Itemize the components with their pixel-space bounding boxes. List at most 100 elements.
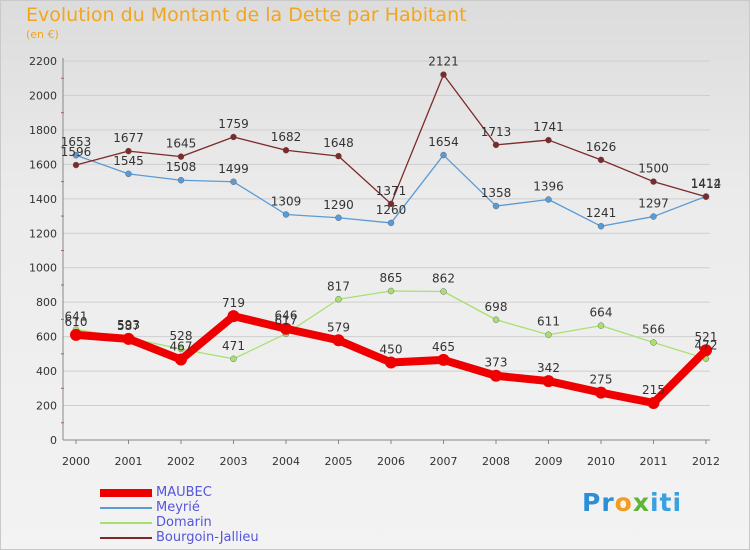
data-label: 521 — [695, 330, 718, 344]
data-label: 698 — [485, 300, 508, 314]
chart-subtitle: (en €) — [26, 28, 59, 41]
x-tick-label: 2000 — [62, 455, 90, 468]
legend-label: Domarin — [156, 515, 212, 530]
data-label: 1414 — [691, 176, 722, 190]
data-label: 1682 — [271, 130, 302, 144]
data-point — [647, 396, 660, 409]
data-label: 1508 — [166, 160, 197, 174]
data-point — [385, 356, 397, 369]
data-point — [650, 339, 657, 346]
data-label: 1759 — [218, 117, 249, 131]
x-tick-label: 2007 — [430, 455, 458, 468]
data-point — [595, 386, 607, 399]
x-tick-label: 2006 — [377, 455, 405, 468]
data-point — [335, 296, 342, 303]
data-label: 719 — [222, 296, 245, 310]
logo-part-1: Pr — [582, 488, 615, 517]
data-label: 275 — [590, 373, 613, 387]
data-label: 1358 — [481, 186, 512, 200]
data-point — [72, 152, 80, 159]
data-label: 1371 — [376, 184, 407, 198]
data-label: 865 — [380, 271, 403, 285]
data-label: 215 — [642, 383, 665, 397]
data-point — [177, 177, 185, 184]
data-point — [597, 223, 605, 230]
legend-item: Domarin — [100, 515, 360, 531]
y-tick-label: 1200 — [29, 227, 57, 240]
data-label: 465 — [432, 340, 455, 354]
data-point — [387, 200, 395, 208]
logo-part-3: x — [632, 488, 650, 517]
data-point — [387, 219, 395, 227]
data-point — [492, 202, 500, 210]
legend: MAUBEC Meyrié Domarin Bourgoin-Jallieu — [100, 485, 360, 546]
data-label: 472 — [695, 339, 718, 353]
legend-swatch — [100, 522, 152, 524]
data-label: 1626 — [586, 140, 617, 154]
data-label: 2121 — [428, 55, 459, 69]
data-point — [125, 147, 132, 155]
data-label: 471 — [222, 339, 245, 353]
y-tick-label: 0 — [50, 434, 57, 447]
data-point — [702, 193, 710, 200]
y-tick-label: 1800 — [29, 124, 57, 137]
data-point — [177, 153, 185, 160]
data-label: 617 — [275, 314, 298, 328]
y-tick-label: 2000 — [29, 89, 57, 102]
data-label: 342 — [537, 361, 560, 375]
data-point — [335, 214, 342, 221]
data-label: 1648 — [323, 136, 354, 150]
data-label: 611 — [537, 315, 560, 329]
data-point — [175, 353, 187, 366]
data-label: 1412 — [691, 177, 722, 191]
data-point — [490, 369, 502, 382]
data-point — [230, 133, 237, 141]
legend-swatch — [100, 537, 152, 539]
data-label: 1596 — [61, 145, 92, 159]
data-label: 1499 — [218, 162, 249, 176]
data-label: 1645 — [166, 137, 197, 151]
y-tick-label: 800 — [36, 296, 57, 309]
data-label: 467 — [170, 340, 193, 354]
data-label: 610 — [65, 315, 88, 329]
data-point — [230, 355, 237, 363]
x-tick-label: 2010 — [587, 455, 615, 468]
data-label: 528 — [170, 329, 193, 343]
data-point — [122, 332, 135, 345]
y-tick-label: 200 — [36, 400, 57, 413]
logo-part-2: o — [614, 488, 633, 517]
data-point — [650, 213, 657, 220]
data-point — [72, 161, 80, 169]
data-point — [597, 322, 605, 329]
data-label: 1260 — [376, 203, 407, 217]
data-point — [282, 147, 290, 154]
data-point — [335, 152, 342, 160]
data-point — [542, 375, 555, 388]
data-label: 1297 — [638, 197, 669, 211]
data-label: 450 — [380, 342, 403, 356]
data-point — [545, 196, 552, 203]
x-tick-label: 2009 — [535, 455, 563, 468]
data-label: 1713 — [481, 125, 512, 139]
y-tick-label: 400 — [36, 365, 57, 378]
data-point — [597, 156, 605, 164]
data-point — [332, 334, 345, 347]
legend-item: Bourgoin-Jallieu — [100, 530, 360, 546]
data-label: 593 — [117, 318, 140, 332]
legend-label: MAUBEC — [156, 485, 212, 500]
data-point — [700, 344, 712, 357]
data-point — [230, 178, 237, 185]
legend-swatch — [100, 507, 152, 509]
data-label: 579 — [327, 320, 350, 334]
x-tick-label: 2011 — [640, 455, 668, 468]
legend-label: Bourgoin-Jallieu — [156, 530, 259, 545]
data-point — [227, 310, 240, 323]
x-tick-label: 2001 — [115, 455, 143, 468]
data-label: 646 — [275, 309, 298, 323]
x-tick-label: 2012 — [692, 455, 720, 468]
data-label: 1741 — [533, 120, 564, 134]
y-tick-label: 1000 — [29, 262, 57, 275]
data-label: 641 — [65, 310, 88, 324]
data-label: 1309 — [271, 194, 302, 208]
data-point — [70, 328, 82, 341]
